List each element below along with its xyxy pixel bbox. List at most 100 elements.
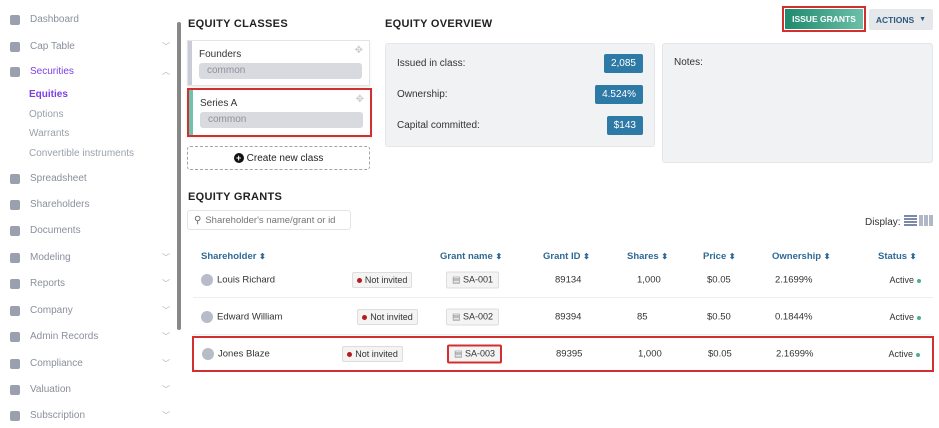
dashboard-icon	[10, 14, 20, 25]
invite-status-badge: Not invited	[357, 308, 418, 325]
sidebar-item-securities[interactable]: Securities ︿	[10, 66, 170, 77]
active-dot	[917, 278, 921, 283]
sidebar-item-reports[interactable]: Reports ﹀	[10, 278, 170, 289]
sidebar-subitem-equities[interactable]: Equities	[29, 89, 68, 100]
sidebar-subitem-options[interactable]: Options	[29, 109, 64, 120]
shares: 1,000	[638, 348, 662, 360]
sidebar-item-dashboard[interactable]: Dashboard	[10, 14, 170, 25]
status-dot	[356, 277, 362, 283]
column-header[interactable]: Price ⬍	[703, 251, 736, 262]
sidebar-item-label: Dashboard	[30, 14, 79, 25]
records-icon	[10, 331, 20, 342]
chevron-down-icon: ﹀	[162, 359, 170, 368]
table-row[interactable]: Louis Richard Not invited ▤ SA-001 89134…	[193, 262, 933, 298]
grant-name-badge[interactable]: ▤ SA-001	[446, 271, 500, 288]
sort-icon: ⬍	[661, 252, 669, 261]
sort-icon: ⬍	[823, 252, 831, 261]
ownership: 2.1699%	[775, 274, 813, 285]
sidebar-item-documents[interactable]: Documents	[10, 225, 170, 236]
status: Active	[888, 349, 920, 359]
class-name: Founders	[199, 49, 242, 60]
price: $0.50	[707, 311, 731, 322]
sort-icon: ⬍	[728, 252, 736, 261]
table-row[interactable]: Jones Blaze Not invited ▤ SA-003 89395 1…	[192, 336, 934, 372]
sidebar-item-company[interactable]: Company ﹀	[10, 305, 170, 316]
caret-down-icon: ▼	[919, 16, 927, 23]
sidebar-item-label: Spreadsheet	[30, 173, 87, 184]
invite-status-badge: Not invited	[342, 346, 403, 362]
sidebar-item-label: Cap Table	[30, 41, 75, 52]
dollar-icon	[10, 410, 20, 421]
grant-id: 89134	[555, 274, 582, 285]
sidebar-subitem-warrants[interactable]: Warrants	[29, 128, 70, 139]
sidebar-item-compliance[interactable]: Compliance ﹀	[10, 358, 170, 369]
class-card-founders[interactable]: Founders ✥ common	[187, 40, 370, 86]
issue-grants-button[interactable]: ISSUE GRANTS	[785, 9, 863, 29]
equity-overview-title: EQUITY OVERVIEW	[385, 18, 493, 30]
plus-circle-icon: +	[233, 153, 244, 163]
chevron-up-icon: ︿	[162, 67, 170, 76]
move-icon[interactable]: ✥	[354, 45, 363, 56]
list-view-icon[interactable]	[904, 215, 917, 226]
sidebar-item-label: Subscription	[30, 410, 86, 421]
sort-icon: ⬍	[909, 252, 917, 261]
sidebar-item-label: Shareholders	[30, 199, 90, 210]
grants-search[interactable]: ⚲	[187, 210, 351, 230]
notes-panel[interactable]: Notes:	[662, 43, 933, 163]
column-header[interactable]: Shares ⬍	[627, 251, 669, 262]
grant-name-badge[interactable]: ▤ SA-003	[447, 344, 503, 364]
class-type: common	[199, 63, 362, 79]
sidebar-item-shareholders[interactable]: Shareholders	[10, 199, 170, 210]
shareholder-name[interactable]: Louis Richard	[217, 274, 276, 285]
report-icon	[10, 278, 20, 289]
issue-grants-highlight: ISSUE GRANTS	[782, 6, 866, 32]
grant-name-badge[interactable]: ▤ SA-002	[446, 308, 500, 325]
move-icon[interactable]: ✥	[355, 94, 364, 105]
clipboard-icon	[10, 66, 20, 77]
create-class-button[interactable]: + Create new class	[187, 146, 370, 170]
overview-value: 2,085	[603, 54, 643, 73]
overview-value: 4.524%	[595, 85, 643, 104]
document-icon: ▤	[452, 274, 464, 284]
overview-label: Issued in class:	[397, 58, 466, 69]
column-header[interactable]: Shareholder ⬍	[201, 251, 266, 262]
sidebar-item-label: Securities	[30, 66, 74, 77]
shareholder-name[interactable]: Edward William	[217, 311, 283, 322]
column-header[interactable]: Ownership ⬍	[772, 251, 831, 262]
status-dot	[362, 314, 368, 320]
column-header[interactable]: Grant name ⬍	[440, 251, 503, 262]
sidebar-scrollbar[interactable]	[177, 22, 181, 330]
sidebar-item-modeling[interactable]: Modeling ﹀	[10, 252, 170, 263]
column-header[interactable]: Grant ID ⬍	[543, 251, 590, 262]
table-icon	[10, 173, 20, 184]
sidebar-item-label: Modeling	[30, 252, 71, 263]
sidebar-item-spreadsheet[interactable]: Spreadsheet	[10, 173, 170, 184]
shareholder-name[interactable]: Jones Blaze	[218, 348, 270, 360]
sidebar-item-subscription[interactable]: Subscription ﹀	[10, 410, 170, 421]
folder-icon	[10, 225, 20, 236]
sidebar-item-admin-records[interactable]: Admin Records ﹀	[10, 331, 170, 342]
status: Active	[889, 275, 921, 285]
overview-label: Capital committed:	[397, 120, 480, 131]
column-header[interactable]: Status ⬍	[878, 251, 917, 262]
active-dot	[916, 353, 920, 357]
chevron-down-icon: ﹀	[162, 411, 170, 420]
overview-panel: Issued in class: 2,085 Ownership: 4.524% C…	[385, 43, 655, 147]
ownership: 0.1844%	[775, 311, 813, 322]
avatar	[201, 310, 213, 323]
price: $0.05	[707, 274, 731, 285]
sidebar-subitem-convertible-instruments[interactable]: Convertible instruments	[29, 148, 135, 159]
sidebar-item-cap-table[interactable]: Cap Table ﹀	[10, 41, 170, 52]
display-label: Display:	[865, 217, 901, 228]
shares: 1,000	[637, 274, 661, 285]
chevron-down-icon: ﹀	[162, 42, 170, 51]
avatar	[202, 348, 214, 360]
class-card-series-a[interactable]: Series A ✥ common	[187, 88, 372, 137]
table-row[interactable]: Edward William Not invited ▤ SA-002 8939…	[193, 299, 933, 335]
actions-dropdown[interactable]: ACTIONS ▼	[869, 9, 933, 30]
search-input[interactable]	[205, 214, 346, 226]
grid-view-icon[interactable]	[919, 215, 933, 226]
sidebar-item-valuation[interactable]: Valuation ﹀	[10, 384, 170, 395]
ownership: 2.1699%	[776, 348, 814, 360]
chevron-down-icon: ﹀	[162, 385, 170, 394]
